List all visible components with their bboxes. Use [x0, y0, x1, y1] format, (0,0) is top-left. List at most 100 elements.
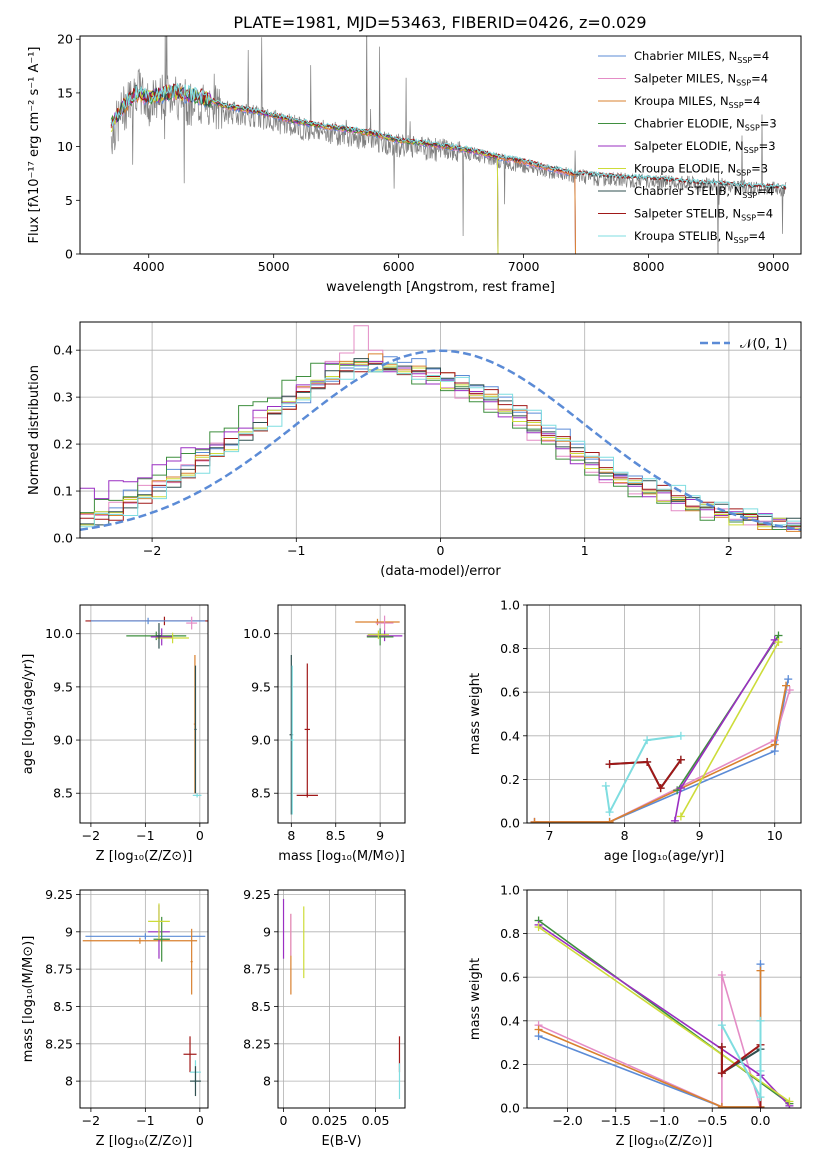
y-tick-label: 8.75: [243, 962, 271, 977]
legend-label: Chabrier MILES, NSSP=4: [634, 49, 769, 65]
model-spectrum-chabrier-elodie: [110, 86, 499, 254]
panel-age_vs_z: −2 −1 0 8.5 9.0 9.5 10.0 Z [log₁₀(Z/Z⊙)] age [lo…: [21, 604, 209, 864]
x-tick-label: 5000: [258, 259, 290, 274]
panel-weight_vs_age: 7 8 9 10 0.0 0.2 0.4 0.6 0.8 1.0 age [log₁₀(age/yr…: [468, 598, 802, 864]
legend-label: Salpeter ELODIE, NSSP=3: [634, 139, 776, 155]
y-tick-label: 0.2: [500, 772, 520, 787]
x-tick-label: 8000: [633, 259, 665, 274]
panel-mass_vs_ebv: 0 0.025 0.05 8 8.25 8.5 8.75 9 9.25 E(B-V): [243, 887, 406, 1149]
y-tick-label: 9.25: [45, 887, 73, 902]
x-tick-label: 8: [621, 828, 629, 843]
error-point: [156, 623, 162, 649]
axes-frame: [277, 604, 406, 824]
legend: 𝒩(0, 1): [700, 337, 787, 352]
y-tick-label: 10.0: [45, 626, 73, 641]
x-tick-label: 6000: [383, 259, 415, 274]
legend-label-sub: SSP: [737, 56, 752, 65]
legend-label-main: Chabrier STELIB, N: [634, 184, 742, 198]
histogram-salpeter-stelib: [80, 362, 801, 528]
model-spectrum-kroupa-stelib: [110, 82, 787, 189]
plot-area-residuals: [80, 325, 801, 532]
x-axis-label: Z [log₁₀(Z/Z⊙)]: [616, 1134, 713, 1149]
y-tick-label: 9.25: [243, 887, 271, 902]
legend-label-sub: SSP: [736, 169, 751, 178]
plot-area-weight_vs_z: [534, 916, 794, 1108]
legend-label-main: Salpeter ELODIE, N: [634, 139, 744, 153]
model-spectrum-salpeter-miles: [110, 86, 576, 254]
x-tick-label: −1: [136, 1113, 154, 1128]
error-point: [153, 916, 170, 962]
error-point: [355, 618, 400, 626]
y-tick-label: 0.4: [500, 728, 520, 743]
error-point: [192, 793, 202, 798]
y-tick-label: 1.0: [500, 598, 520, 613]
legend-label-sub: SSP: [741, 214, 756, 223]
y-axis-label: mass weight: [468, 673, 483, 755]
x-tick-label: −1.5: [601, 1113, 631, 1128]
legend-label-suffix: =4: [744, 94, 761, 108]
y-axis-label: mass [log₁₀(M/M⊙)]: [21, 936, 36, 1063]
error-point: [82, 937, 198, 944]
figure-title: PLATE=1981, MJD=53463, FIBERID=0426, z=0…: [233, 13, 646, 32]
legend-label-main: Salpeter STELIB, N: [634, 207, 741, 221]
panel-mass_vs_z: −2 −1 0 8 8.25 8.5 8.75 9 9.25 Z [log₁₀(Z/Z⊙)] mas…: [21, 887, 209, 1149]
y-tick-label: 15: [57, 85, 73, 100]
error-point: [90, 617, 206, 625]
x-tick-label: 0: [196, 828, 204, 843]
plot-area-age_vs_mass: [289, 615, 403, 815]
legend: Chabrier MILES, NSSP=4 Salpeter MILES, NS…: [598, 49, 777, 245]
weight-line-salpeter-stelib: [720, 1042, 762, 1108]
y-tick-label: 8.5: [251, 786, 271, 801]
legend-label: Salpeter MILES, NSSP=4: [634, 72, 768, 88]
legend-label: Chabrier STELIB, NSSP=4: [634, 184, 774, 200]
y-tick-label: 8: [263, 1074, 271, 1089]
x-tick-label: 9: [376, 828, 384, 843]
axes-frame: [79, 889, 209, 1109]
y-tick-label: 0.0: [53, 531, 73, 546]
plot-area-mass_vs_ebv: [282, 898, 401, 1100]
x-tick-label: 0.05: [362, 1113, 390, 1128]
weight-line-kroupa-elodie: [680, 641, 780, 817]
weight-line-salpeter-elodie: [674, 639, 776, 821]
error-point: [290, 665, 294, 815]
y-tick-label: 0.3: [53, 390, 73, 405]
y-tick-label: 0.6: [500, 970, 520, 985]
y-tick-label: 9.5: [53, 679, 73, 694]
legend-label: Kroupa ELODIE, NSSP=3: [634, 162, 768, 178]
y-tick-label: 0.1: [53, 484, 73, 499]
y-tick-label: 0.6: [500, 685, 520, 700]
y-tick-label: 5: [65, 193, 73, 208]
y-tick-label: 10.0: [243, 626, 271, 641]
legend-label: Kroupa MILES, NSSP=4: [634, 94, 760, 110]
axes-frame: [79, 604, 209, 824]
legend-label-suffix: =4: [751, 72, 768, 86]
y-tick-label: 0.0: [500, 1101, 520, 1116]
x-tick-label: 7000: [508, 259, 540, 274]
error-point: [375, 615, 394, 631]
error-point: [150, 628, 173, 646]
error-point: [148, 903, 170, 940]
y-tick-label: 0: [65, 247, 73, 262]
legend-label-sub: SSP: [729, 101, 744, 110]
x-tick-label: −2: [82, 828, 100, 843]
y-tick-label: 8.25: [243, 1036, 271, 1051]
axes-frame: [526, 604, 802, 824]
panel-residuals: −2 −1 0 1 2 0.0 0.1 0.2 0.3 0.4 (data-model)/error…: [27, 321, 802, 579]
y-tick-label: 10: [57, 139, 73, 154]
histogram-kroupa-elodie: [80, 362, 801, 530]
y-tick-label: 0.0: [500, 816, 520, 831]
weight-line-kroupa-stelib: [604, 734, 682, 816]
legend-label-suffix: =3: [760, 117, 777, 131]
y-tick-label: 1.0: [500, 883, 520, 898]
x-tick-label: 8: [287, 828, 295, 843]
x-tick-label: −1: [287, 543, 305, 558]
error-point: [304, 663, 310, 796]
error-point: [85, 933, 206, 940]
error-point: [296, 793, 318, 798]
error-point: [194, 665, 197, 794]
x-axis-label: (data-model)/error: [380, 564, 501, 579]
panel-weight_vs_z: −2.0 −1.5 −1.0 −0.5 0.0 0.0 0.2 0.4 0.6 0.8 1.0 Z […: [468, 883, 802, 1149]
legend-label: Salpeter STELIB, NSSP=4: [634, 207, 773, 223]
error-point: [190, 1066, 201, 1097]
